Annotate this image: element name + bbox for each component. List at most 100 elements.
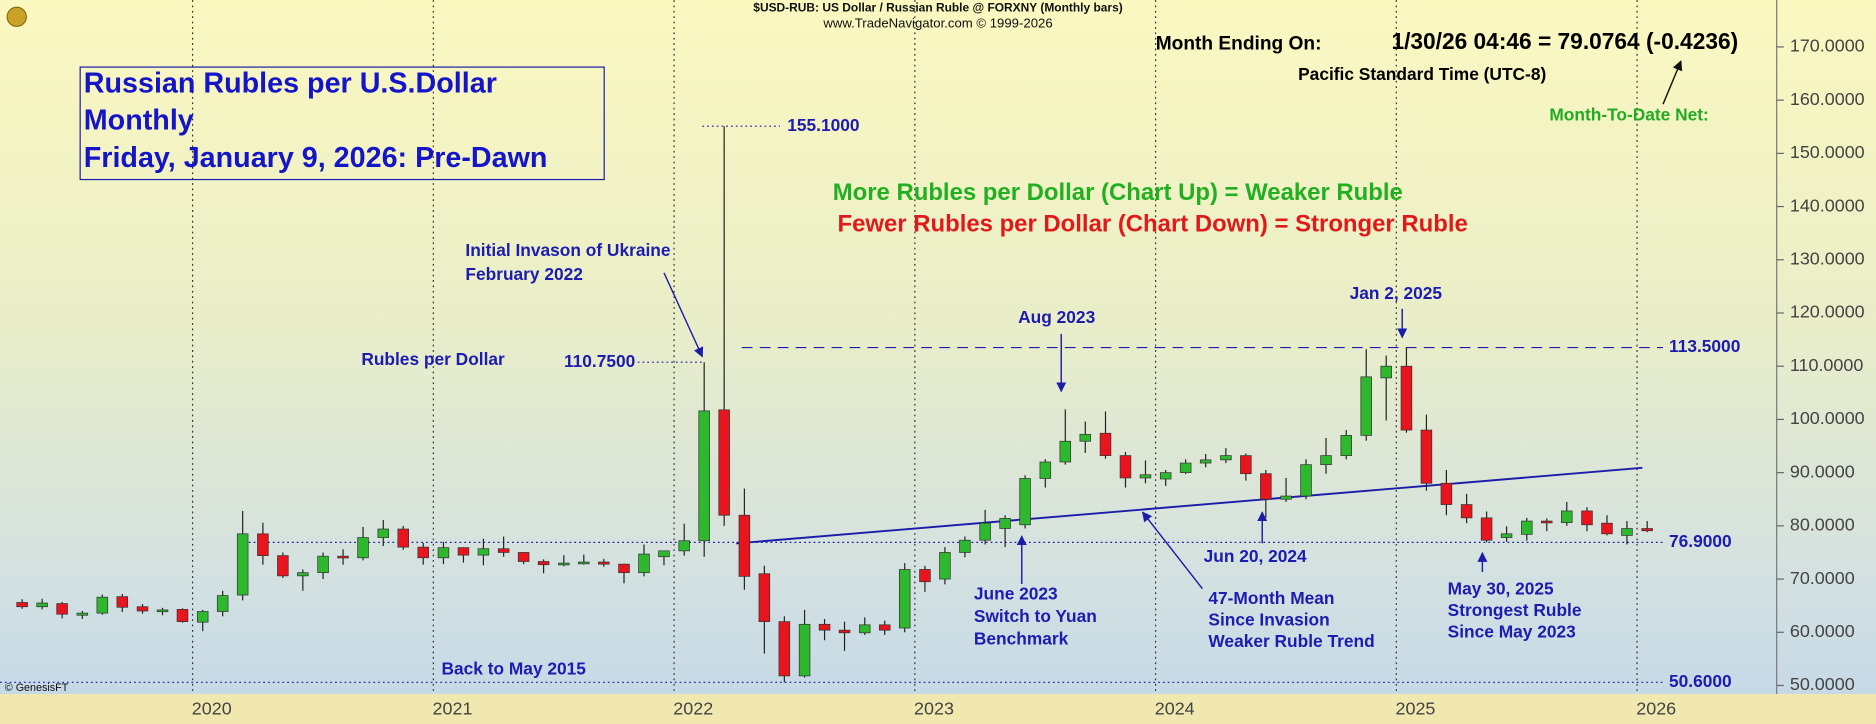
annotation: Jan 2, 2025: [1350, 283, 1443, 303]
annotation-arrow: [663, 272, 704, 358]
quote-label: Month Ending On:: [1156, 33, 1322, 54]
y-tick-label: 80.0000: [1790, 515, 1855, 535]
chart-title: Russian Rubles per U.S.Dollar: [84, 68, 497, 100]
annotation: Weaker Ruble Trend: [1208, 631, 1374, 651]
candle-body: [156, 609, 169, 613]
candle-body: [1541, 520, 1553, 524]
candle-body: [859, 624, 871, 634]
candle-body: [1400, 365, 1413, 431]
candle-body: [758, 573, 771, 622]
candle-body: [1320, 455, 1332, 466]
annotation: Back to May 2015: [441, 659, 586, 679]
legend-note: Fewer Rubles per Dollar (Chart Down) = S…: [838, 210, 1468, 237]
reference-label: 76.9000: [1669, 531, 1732, 551]
y-tick-label: 90.0000: [1790, 461, 1855, 481]
annotation: Since Invasion: [1208, 610, 1329, 630]
y-tick-label: 120.0000: [1790, 302, 1865, 322]
candle-body: [1059, 440, 1072, 463]
legend-note: More Rubles per Dollar (Chart Up) = Weak…: [833, 179, 1403, 206]
candle-body: [1159, 472, 1172, 480]
candle-body: [1119, 455, 1132, 479]
candle-body: [618, 563, 630, 574]
source-credit: © GenesisFT: [5, 682, 69, 694]
candle-body: [1500, 533, 1513, 538]
reference-label: 113.5000: [1669, 336, 1740, 356]
x-tick-label: 2023: [914, 698, 954, 718]
annotation: Switch to Yuan: [974, 606, 1097, 626]
candle-body: [1340, 435, 1352, 456]
candle-body: [718, 409, 730, 516]
annotation: June 2023: [974, 583, 1058, 603]
annotation-arrow: [1141, 511, 1203, 590]
candle-body: [1220, 455, 1232, 461]
candle-body: [778, 621, 791, 677]
candle-body: [116, 596, 129, 608]
candle-body: [1300, 464, 1312, 497]
quote-timezone: Pacific Standard Time (UTC-8): [1298, 64, 1546, 84]
candle-body: [317, 555, 329, 574]
y-tick-label: 100.0000: [1790, 408, 1865, 428]
candle-body: [1621, 528, 1633, 536]
reference-label: 155.1000: [787, 115, 859, 135]
y-tick-label: 140.0000: [1790, 195, 1865, 215]
candle-body: [1380, 365, 1392, 379]
candle-body: [1019, 478, 1031, 526]
annotation: Aug 2023: [1018, 307, 1095, 327]
candle-body: [1521, 520, 1533, 535]
candle-body: [838, 629, 851, 634]
header-symbol: $USD-RUB: US Dollar / Russian Ruble @ FO…: [753, 1, 1122, 15]
y-tick-label: 150.0000: [1790, 142, 1865, 162]
annotation: February 2022: [465, 264, 583, 284]
candle-body: [1581, 510, 1593, 526]
y-tick-label: 160.0000: [1790, 89, 1865, 109]
candle-body: [216, 595, 229, 612]
candle-body: [959, 539, 971, 553]
trend-line: [736, 466, 1643, 545]
candle-body: [1039, 461, 1052, 479]
candle-body: [176, 609, 189, 622]
candle-body: [678, 540, 690, 552]
candle-body: [698, 410, 710, 542]
candle-body: [357, 537, 369, 559]
annotation: Initial Invason of Ukraine: [465, 240, 670, 260]
candle-body: [1480, 517, 1493, 541]
candle-body: [36, 602, 48, 608]
candle-body: [196, 611, 209, 623]
candle-body: [738, 514, 751, 577]
candle-body: [1420, 429, 1433, 484]
candle-body: [1440, 482, 1453, 505]
candle-body: [658, 550, 670, 558]
candle-body: [578, 561, 590, 565]
candle-body: [1561, 510, 1573, 524]
reference-label: 110.7500: [564, 351, 635, 371]
candle-body: [979, 522, 991, 541]
candle-body: [236, 533, 249, 596]
annotation: Jun 20, 2024: [1204, 546, 1307, 566]
candle-body: [1601, 522, 1613, 535]
x-tick-label: 2021: [433, 698, 473, 718]
annotation: Rubles per Dollar: [361, 349, 505, 369]
candle-body: [1360, 376, 1372, 436]
candle-body: [1199, 459, 1212, 464]
annotation: Since May 2023: [1448, 622, 1576, 642]
candle-body: [1179, 462, 1192, 473]
candle-body: [497, 548, 510, 553]
candle-body: [257, 533, 269, 557]
candle-body: [16, 602, 28, 608]
annotation: Benchmark: [974, 629, 1069, 649]
candle-body: [558, 562, 570, 566]
candle-body: [598, 561, 610, 565]
y-tick-label: 170.0000: [1790, 36, 1865, 56]
annotation: Strongest Ruble: [1448, 600, 1582, 620]
candle-body: [417, 546, 429, 559]
candle-body: [76, 612, 89, 616]
header-source: www.TradeNavigator.com © 1999-2026: [822, 15, 1052, 30]
x-axis-strip: [0, 694, 1876, 724]
marks-layer: [16, 126, 1653, 683]
candle-body: [898, 569, 911, 629]
x-tick-label: 2026: [1636, 698, 1676, 718]
candle-body: [1260, 473, 1272, 500]
y-tick-label: 60.0000: [1790, 621, 1855, 641]
